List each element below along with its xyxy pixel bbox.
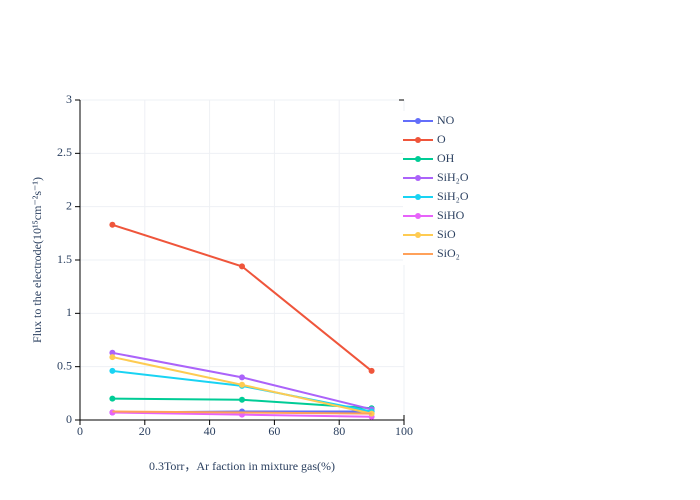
legend-label: SiO₂ — [437, 246, 460, 260]
data-point — [109, 349, 116, 356]
x-tick-label: 0 — [77, 424, 83, 438]
legend-label: NO — [437, 113, 455, 127]
data-point — [109, 354, 116, 361]
legend-label: O — [437, 132, 446, 146]
legend-marker — [415, 156, 421, 162]
x-tick-label: 100 — [395, 424, 413, 438]
data-point — [109, 367, 116, 374]
y-tick-label: 1.5 — [57, 252, 72, 266]
legend-marker — [415, 194, 421, 200]
y-tick-label: 2 — [66, 198, 72, 212]
legend-marker — [415, 175, 421, 181]
legend: NO O OH SiH₂O SiH₂O SiHO SiO SiO₂ — [403, 111, 483, 265]
y-tick-label: 2.5 — [57, 145, 72, 159]
legend-label: OH — [437, 151, 455, 165]
legend-label: SiH₂O — [437, 170, 469, 184]
y-tick-label: 3 — [66, 92, 72, 106]
x-tick-label: 60 — [268, 424, 280, 438]
legend-marker — [415, 137, 421, 143]
legend-marker — [415, 213, 421, 219]
legend-marker — [415, 118, 421, 124]
x-tick-label: 20 — [139, 424, 151, 438]
x-tick-label: 80 — [333, 424, 345, 438]
x-tick-label: 40 — [204, 424, 216, 438]
x-axis-label: 0.3Torr，Ar faction in mixture gas(%) — [149, 459, 335, 473]
data-point — [239, 374, 245, 381]
y-tick-label: 0.5 — [57, 358, 72, 372]
data-point — [109, 395, 116, 402]
data-point — [109, 409, 116, 416]
series-line — [112, 223, 373, 372]
data-point — [368, 367, 375, 374]
legend-marker — [415, 232, 421, 238]
series-line — [112, 410, 372, 415]
legend-background — [403, 111, 483, 265]
legend-label: SiH₂O — [437, 189, 469, 203]
y-tick-label: 1 — [66, 305, 72, 319]
y-axis-label: Flux to the electrode(10¹⁵cm⁻²s⁻¹) — [30, 177, 44, 343]
data-point — [239, 381, 245, 388]
y-tick-label: 0 — [66, 412, 72, 426]
legend-label: SiHO — [437, 208, 465, 222]
legend-label: SiO — [437, 227, 456, 241]
data-point — [239, 263, 245, 270]
data-point — [239, 396, 245, 403]
data-point — [109, 221, 116, 228]
